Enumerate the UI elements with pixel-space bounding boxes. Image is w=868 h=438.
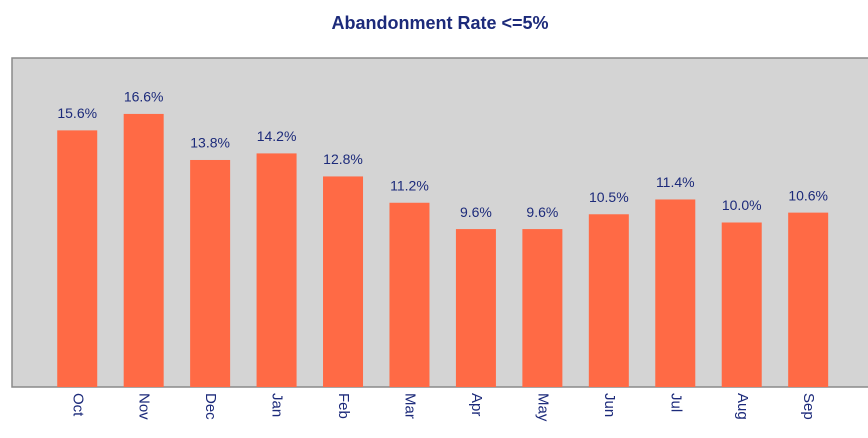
bar <box>655 199 696 387</box>
x-tick-label: Feb <box>335 393 352 419</box>
chart-title: Abandonment Rate <=5% <box>331 13 548 33</box>
bar <box>389 202 430 387</box>
bar <box>123 113 164 388</box>
bar <box>190 159 231 387</box>
x-tick-label: Jul <box>667 393 684 412</box>
value-label: 10.0% <box>722 197 762 213</box>
x-tick-label: Aug <box>734 393 751 420</box>
x-tick-label: Sep <box>800 393 817 420</box>
bar <box>323 176 364 387</box>
value-label: 9.6% <box>460 204 492 220</box>
x-tick-label: Jan <box>269 393 286 417</box>
value-label: 16.6% <box>124 89 164 105</box>
value-label: 12.8% <box>323 151 363 167</box>
value-label: 15.6% <box>57 105 97 121</box>
value-label: 11.2% <box>390 177 429 193</box>
x-tick-label: Dec <box>202 393 219 420</box>
bar <box>588 214 629 387</box>
value-label: 10.5% <box>589 189 629 205</box>
x-tick-label: Nov <box>136 393 153 420</box>
bar <box>721 222 762 387</box>
bar <box>57 130 98 387</box>
x-tick-label: May <box>534 393 551 422</box>
value-label: 9.6% <box>526 204 558 220</box>
bar <box>455 229 496 387</box>
x-tick-label: Oct <box>69 393 86 417</box>
bar <box>256 153 297 387</box>
x-tick-label: Jun <box>601 393 618 417</box>
x-tick-label: Apr <box>468 393 485 416</box>
value-label: 13.8% <box>190 135 230 151</box>
value-label: 11.4% <box>656 174 695 190</box>
x-tick-label: Mar <box>402 393 419 419</box>
value-label: 10.6% <box>788 187 828 203</box>
bar <box>788 212 829 387</box>
value-label: 14.2% <box>257 128 297 144</box>
bar <box>522 229 563 387</box>
